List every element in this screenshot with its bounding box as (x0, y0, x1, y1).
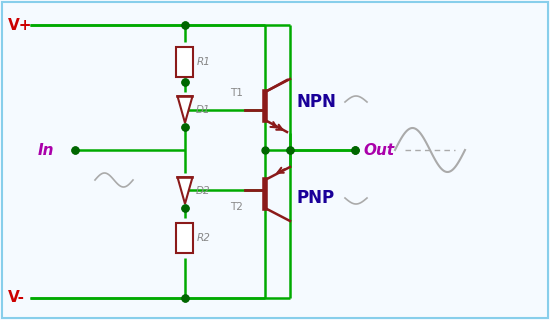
FancyBboxPatch shape (177, 47, 194, 77)
Text: R2: R2 (196, 233, 210, 243)
Text: T2: T2 (230, 202, 243, 212)
Text: D1: D1 (195, 105, 210, 115)
FancyBboxPatch shape (177, 223, 194, 253)
Text: T1: T1 (230, 88, 243, 98)
Text: R1: R1 (196, 57, 210, 67)
Text: D2: D2 (195, 186, 210, 196)
Text: In: In (38, 142, 54, 157)
Text: NPN: NPN (297, 93, 337, 111)
Text: V-: V- (8, 291, 25, 306)
Text: V+: V+ (8, 18, 32, 33)
Text: PNP: PNP (297, 189, 335, 207)
Polygon shape (178, 177, 192, 204)
Text: Out: Out (363, 142, 394, 157)
Polygon shape (178, 96, 192, 123)
